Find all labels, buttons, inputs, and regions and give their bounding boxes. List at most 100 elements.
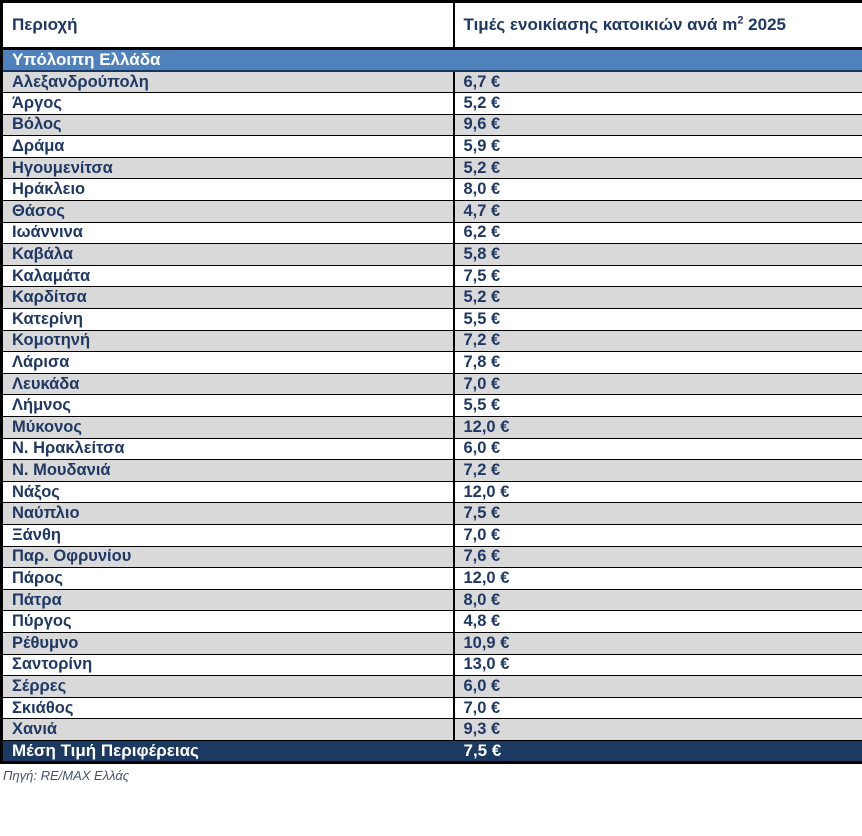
section-header-row: Υπόλοιπη Ελλάδα xyxy=(1,48,862,72)
table-row: Δράμα 5,9 € xyxy=(1,135,862,158)
table-row: Ηγουμενίτσα 5,2 € xyxy=(1,157,862,180)
area-cell: Καβάλα xyxy=(1,243,454,266)
area-cell: Θάσος xyxy=(1,200,454,223)
price-cell: 7,6 € xyxy=(452,546,862,569)
price-cell: 9,6 € xyxy=(452,114,862,137)
table-row: Άργος 5,2 € xyxy=(1,92,862,115)
column-header-area-label: Περιοχή xyxy=(12,15,78,34)
price-cell: 5,2 € xyxy=(452,92,862,115)
area-cell: Λάρισα xyxy=(1,351,454,374)
table-row: Καρδίτσα 5,2 € xyxy=(1,286,862,310)
table-row: Καβάλα 5,8 € xyxy=(1,243,862,266)
price-cell: 6,2 € xyxy=(452,222,862,245)
column-header-price: Τιμές ενοικίασης κατοικιών ανά m2 2025 xyxy=(452,1,862,50)
table-row: Μύκονος 12,0 € xyxy=(1,416,862,439)
header-row: Περιοχή Τιμές ενοικίασης κατοικιών ανά m… xyxy=(1,1,862,50)
area-cell: Ξάνθη xyxy=(1,524,454,547)
area-cell: Λευκάδα xyxy=(1,373,454,396)
table-row: Σκιάθος 7,0 € xyxy=(1,697,862,720)
area-cell: Πάρος xyxy=(1,567,454,590)
price-cell: 7,5 € xyxy=(452,502,862,525)
price-cell: 12,0 € xyxy=(452,416,862,439)
table-row: Σαντορίνη 13,0 € xyxy=(1,654,862,677)
area-cell: Ιωάννινα xyxy=(1,222,454,245)
section-header-label: Υπόλοιπη Ελλάδα xyxy=(1,48,862,72)
area-cell: Χανιά xyxy=(1,718,454,741)
price-cell: 5,2 € xyxy=(452,157,862,180)
price-cell: 5,9 € xyxy=(452,135,862,158)
price-cell: 7,0 € xyxy=(452,524,862,547)
price-cell: 7,2 € xyxy=(452,459,862,482)
table-row: Ιωάννινα 6,2 € xyxy=(1,222,862,245)
price-cell: 8,0 € xyxy=(452,589,862,612)
table-row: Παρ. Οφρυνίου 7,6 € xyxy=(1,546,862,569)
price-cell: 6,0 € xyxy=(452,675,862,698)
area-cell: Ν. Ηρακλείτσα xyxy=(1,438,454,461)
total-row-label: Μέση Τιμή Περιφέρειας xyxy=(1,740,454,764)
area-cell: Αλεξανδρούπολη xyxy=(1,71,454,94)
table-row: Ρέθυμνο 10,9 € xyxy=(1,632,862,655)
area-cell: Ναύπλιο xyxy=(1,502,454,525)
price-cell: 7,0 € xyxy=(452,697,862,720)
table-row: Κομοτηνή 7,2 € xyxy=(1,330,862,353)
table-header: Περιοχή Τιμές ενοικίασης κατοικιών ανά m… xyxy=(1,1,862,50)
area-cell: Ρέθυμνο xyxy=(1,632,454,655)
area-cell: Ηράκλειο xyxy=(1,178,454,202)
price-cell: 9,3 € xyxy=(452,718,862,741)
price-cell: 5,5 € xyxy=(452,394,862,417)
price-cell: 10,9 € xyxy=(452,632,862,655)
price-cell: 5,8 € xyxy=(452,243,862,266)
table-body: Υπόλοιπη Ελλάδα Αλεξανδρούπολη 6,7 € Άργος… xyxy=(1,48,862,764)
table-row: Κατερίνη 5,5 € xyxy=(1,308,862,331)
table-row: Αλεξανδρούπολη 6,7 € xyxy=(1,71,862,94)
price-cell: 7,0 € xyxy=(452,373,862,396)
table-row: Ν. Ηρακλείτσα 6,0 € xyxy=(1,438,862,461)
table-row: Ηράκλειο 8,0 € xyxy=(1,178,862,202)
area-cell: Καλαμάτα xyxy=(1,265,454,288)
price-cell: 7,5 € xyxy=(452,265,862,288)
table-row: Σέρρες 6,0 € xyxy=(1,675,862,698)
table-row: Καλαμάτα 7,5 € xyxy=(1,265,862,288)
column-header-price-label-suffix: 2025 xyxy=(743,15,786,34)
area-cell: Ν. Μουδανιά xyxy=(1,459,454,482)
area-cell: Κατερίνη xyxy=(1,308,454,331)
total-row-price: 7,5 € xyxy=(452,740,862,764)
table-row: Ν. Μουδανιά 7,2 € xyxy=(1,459,862,482)
source-note: Πηγή: RE/MAX Ελλάς xyxy=(3,767,130,783)
area-cell: Πύργος xyxy=(1,610,454,633)
table-row: Πάρος 12,0 € xyxy=(1,567,862,590)
area-cell: Κομοτηνή xyxy=(1,330,454,353)
table-row: Θάσος 4,7 € xyxy=(1,200,862,223)
area-cell: Σκιάθος xyxy=(1,697,454,720)
table-row: Βόλος 9,6 € xyxy=(1,114,862,137)
column-header-price-superscript: 2 xyxy=(737,14,744,27)
price-cell: 12,0 € xyxy=(452,567,862,590)
price-cell: 4,8 € xyxy=(452,610,862,633)
total-row: Μέση Τιμή Περιφέρειας 7,5 € xyxy=(1,740,862,764)
table-row: Πύργος 4,8 € xyxy=(1,610,862,633)
price-cell: 13,0 € xyxy=(452,654,862,677)
table-row: Χανιά 9,3 € xyxy=(1,718,862,741)
area-cell: Παρ. Οφρυνίου xyxy=(1,546,454,569)
area-cell: Βόλος xyxy=(1,114,454,137)
table-row: Νάξος 12,0 € xyxy=(1,481,862,504)
rent-price-table: Περιοχή Τιμές ενοικίασης κατοικιών ανά m… xyxy=(0,0,862,764)
table-row: Ναύπλιο 7,5 € xyxy=(1,502,862,525)
price-cell: 12,0 € xyxy=(452,481,862,504)
area-cell: Καρδίτσα xyxy=(1,286,454,310)
area-cell: Άργος xyxy=(1,92,454,115)
area-cell: Μύκονος xyxy=(1,416,454,439)
column-header-area: Περιοχή xyxy=(1,1,454,50)
area-cell: Σέρρες xyxy=(1,675,454,698)
area-cell: Πάτρα xyxy=(1,589,454,612)
table-row: Λάρισα 7,8 € xyxy=(1,351,862,374)
table-row: Λήμνος 5,5 € xyxy=(1,394,862,417)
price-cell: 7,2 € xyxy=(452,330,862,353)
price-cell: 6,7 € xyxy=(452,71,862,94)
table-row: Ξάνθη 7,0 € xyxy=(1,524,862,547)
table-row: Λευκάδα 7,0 € xyxy=(1,373,862,396)
area-cell: Δράμα xyxy=(1,135,454,158)
price-cell: 8,0 € xyxy=(452,178,862,202)
area-cell: Λήμνος xyxy=(1,394,454,417)
